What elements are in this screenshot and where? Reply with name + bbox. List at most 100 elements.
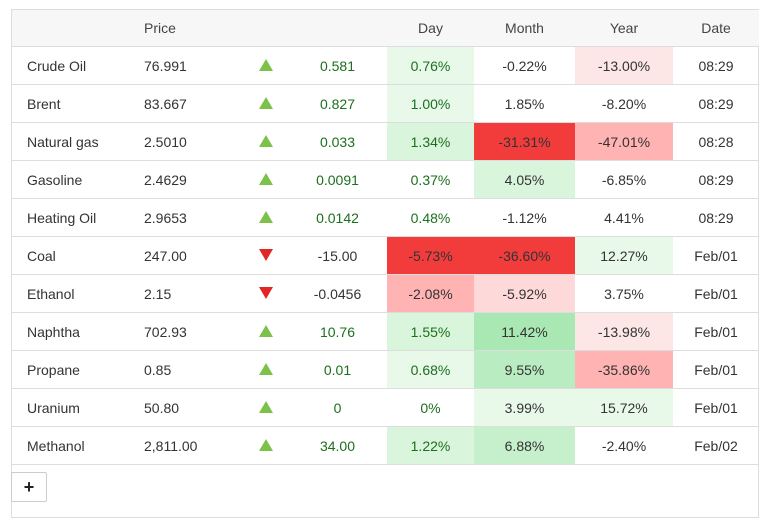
month-change: 9.55% bbox=[474, 350, 575, 389]
arrow-up-icon bbox=[259, 172, 273, 185]
price-value: 2.4629 bbox=[144, 160, 244, 199]
arrow-up-icon bbox=[259, 400, 273, 413]
table-row[interactable]: Crude Oil 76.991 0.581 0.76% -0.22% -13.00% 08… bbox=[12, 46, 759, 85]
table-row[interactable]: Uranium 50.80 0 0% 3.99% 15.72% Feb/01 bbox=[12, 388, 759, 427]
change-value: 0.01 bbox=[288, 350, 387, 389]
direction-cell bbox=[244, 46, 288, 85]
change-value: 10.76 bbox=[288, 312, 387, 351]
month-change: 1.85% bbox=[474, 84, 575, 123]
arrow-up-icon bbox=[259, 438, 273, 451]
arrow-up-icon bbox=[259, 134, 273, 147]
table-row[interactable]: Ethanol 2.15 -0.0456 -2.08% -5.92% 3.75% Feb/0… bbox=[12, 274, 759, 313]
arrow-up-icon bbox=[259, 96, 273, 109]
price-value: 0.85 bbox=[144, 350, 244, 389]
header-month[interactable]: Month bbox=[474, 10, 575, 47]
table-header-row: Price Day Month Year Date bbox=[12, 10, 759, 47]
commodity-name[interactable]: Coal bbox=[12, 236, 144, 275]
table-row[interactable]: Naphtha 702.93 10.76 1.55% 11.42% -13.98% Feb/… bbox=[12, 312, 759, 351]
update-time: Feb/01 bbox=[673, 388, 759, 427]
table-row[interactable]: Gasoline 2.4629 0.0091 0.37% 4.05% -6.85% 08:2… bbox=[12, 160, 759, 199]
commodity-name[interactable]: Crude Oil bbox=[12, 46, 144, 85]
commodity-name[interactable]: Heating Oil bbox=[12, 198, 144, 237]
update-time: Feb/01 bbox=[673, 236, 759, 275]
table-row[interactable]: Methanol 2,811.00 34.00 1.22% 6.88% -2.40% Feb… bbox=[12, 426, 759, 465]
arrow-down-icon bbox=[259, 248, 273, 261]
update-time: 08:29 bbox=[673, 198, 759, 237]
change-value: -15.00 bbox=[288, 236, 387, 275]
price-value: 2.5010 bbox=[144, 122, 244, 161]
header-name[interactable] bbox=[12, 10, 144, 47]
update-time: Feb/02 bbox=[673, 426, 759, 465]
price-value: 2.15 bbox=[144, 274, 244, 313]
month-change: -1.12% bbox=[474, 198, 575, 237]
year-change: 12.27% bbox=[575, 236, 673, 275]
price-value: 2.9653 bbox=[144, 198, 244, 237]
commodity-name[interactable]: Propane bbox=[12, 350, 144, 389]
update-time: 08:29 bbox=[673, 84, 759, 123]
header-day[interactable]: Day bbox=[387, 10, 474, 47]
change-value: 34.00 bbox=[288, 426, 387, 465]
commodity-name[interactable]: Methanol bbox=[12, 426, 144, 465]
direction-cell bbox=[244, 236, 288, 275]
header-year[interactable]: Year bbox=[575, 10, 673, 47]
price-value: 702.93 bbox=[144, 312, 244, 351]
change-value: 0.581 bbox=[288, 46, 387, 85]
change-value: 0.0142 bbox=[288, 198, 387, 237]
commodity-name[interactable]: Ethanol bbox=[12, 274, 144, 313]
header-arrow bbox=[244, 10, 288, 47]
day-change: 0.48% bbox=[387, 198, 474, 237]
direction-cell bbox=[244, 274, 288, 313]
day-change: 0% bbox=[387, 388, 474, 427]
header-date[interactable]: Date bbox=[673, 10, 759, 47]
year-change: -2.40% bbox=[575, 426, 673, 465]
change-value: 0.0091 bbox=[288, 160, 387, 199]
commodity-name[interactable]: Naphtha bbox=[12, 312, 144, 351]
day-change: 1.55% bbox=[387, 312, 474, 351]
price-value: 76.991 bbox=[144, 46, 244, 85]
table-row[interactable]: Propane 0.85 0.01 0.68% 9.55% -35.86% Feb/01 bbox=[12, 350, 759, 389]
table-row[interactable]: Brent 83.667 0.827 1.00% 1.85% -8.20% 08:29 bbox=[12, 84, 759, 123]
commodity-name[interactable]: Natural gas bbox=[12, 122, 144, 161]
day-change: 0.37% bbox=[387, 160, 474, 199]
month-change: 11.42% bbox=[474, 312, 575, 351]
table-row[interactable]: Heating Oil 2.9653 0.0142 0.48% -1.12% 4.41% 0… bbox=[12, 198, 759, 237]
commodity-name[interactable]: Uranium bbox=[12, 388, 144, 427]
day-change: 0.76% bbox=[387, 46, 474, 85]
commodity-name[interactable]: Gasoline bbox=[12, 160, 144, 199]
table-row[interactable]: Coal 247.00 -15.00 -5.73% -36.60% 12.27% Feb/0… bbox=[12, 236, 759, 275]
year-change: 3.75% bbox=[575, 274, 673, 313]
update-time: 08:29 bbox=[673, 160, 759, 199]
day-change: 1.22% bbox=[387, 426, 474, 465]
year-change: -47.01% bbox=[575, 122, 673, 161]
day-change: 1.00% bbox=[387, 84, 474, 123]
direction-cell bbox=[244, 84, 288, 123]
month-change: 3.99% bbox=[474, 388, 575, 427]
commodity-name[interactable]: Brent bbox=[12, 84, 144, 123]
price-value: 247.00 bbox=[144, 236, 244, 275]
header-change[interactable] bbox=[288, 10, 387, 47]
month-change: -36.60% bbox=[474, 236, 575, 275]
year-change: -13.98% bbox=[575, 312, 673, 351]
header-price[interactable]: Price bbox=[144, 10, 244, 47]
direction-cell bbox=[244, 122, 288, 161]
year-change: 15.72% bbox=[575, 388, 673, 427]
month-change: 4.05% bbox=[474, 160, 575, 199]
year-change: -6.85% bbox=[575, 160, 673, 199]
direction-cell bbox=[244, 426, 288, 465]
arrow-up-icon bbox=[259, 210, 273, 223]
table-row[interactable]: Natural gas 2.5010 0.033 1.34% -31.31% -47.01… bbox=[12, 122, 759, 161]
direction-cell bbox=[244, 388, 288, 427]
update-time: Feb/01 bbox=[673, 274, 759, 313]
year-change: 4.41% bbox=[575, 198, 673, 237]
change-value: 0.033 bbox=[288, 122, 387, 161]
update-time: 08:28 bbox=[673, 122, 759, 161]
add-row-button[interactable]: + bbox=[11, 472, 47, 502]
update-time: Feb/01 bbox=[673, 312, 759, 351]
price-value: 2,811.00 bbox=[144, 426, 244, 465]
direction-cell bbox=[244, 350, 288, 389]
commodities-table-panel: Price Day Month Year Date Crude Oil 76.99… bbox=[11, 9, 759, 518]
update-time: Feb/01 bbox=[673, 350, 759, 389]
arrow-up-icon bbox=[259, 58, 273, 71]
year-change: -13.00% bbox=[575, 46, 673, 85]
direction-cell bbox=[244, 160, 288, 199]
